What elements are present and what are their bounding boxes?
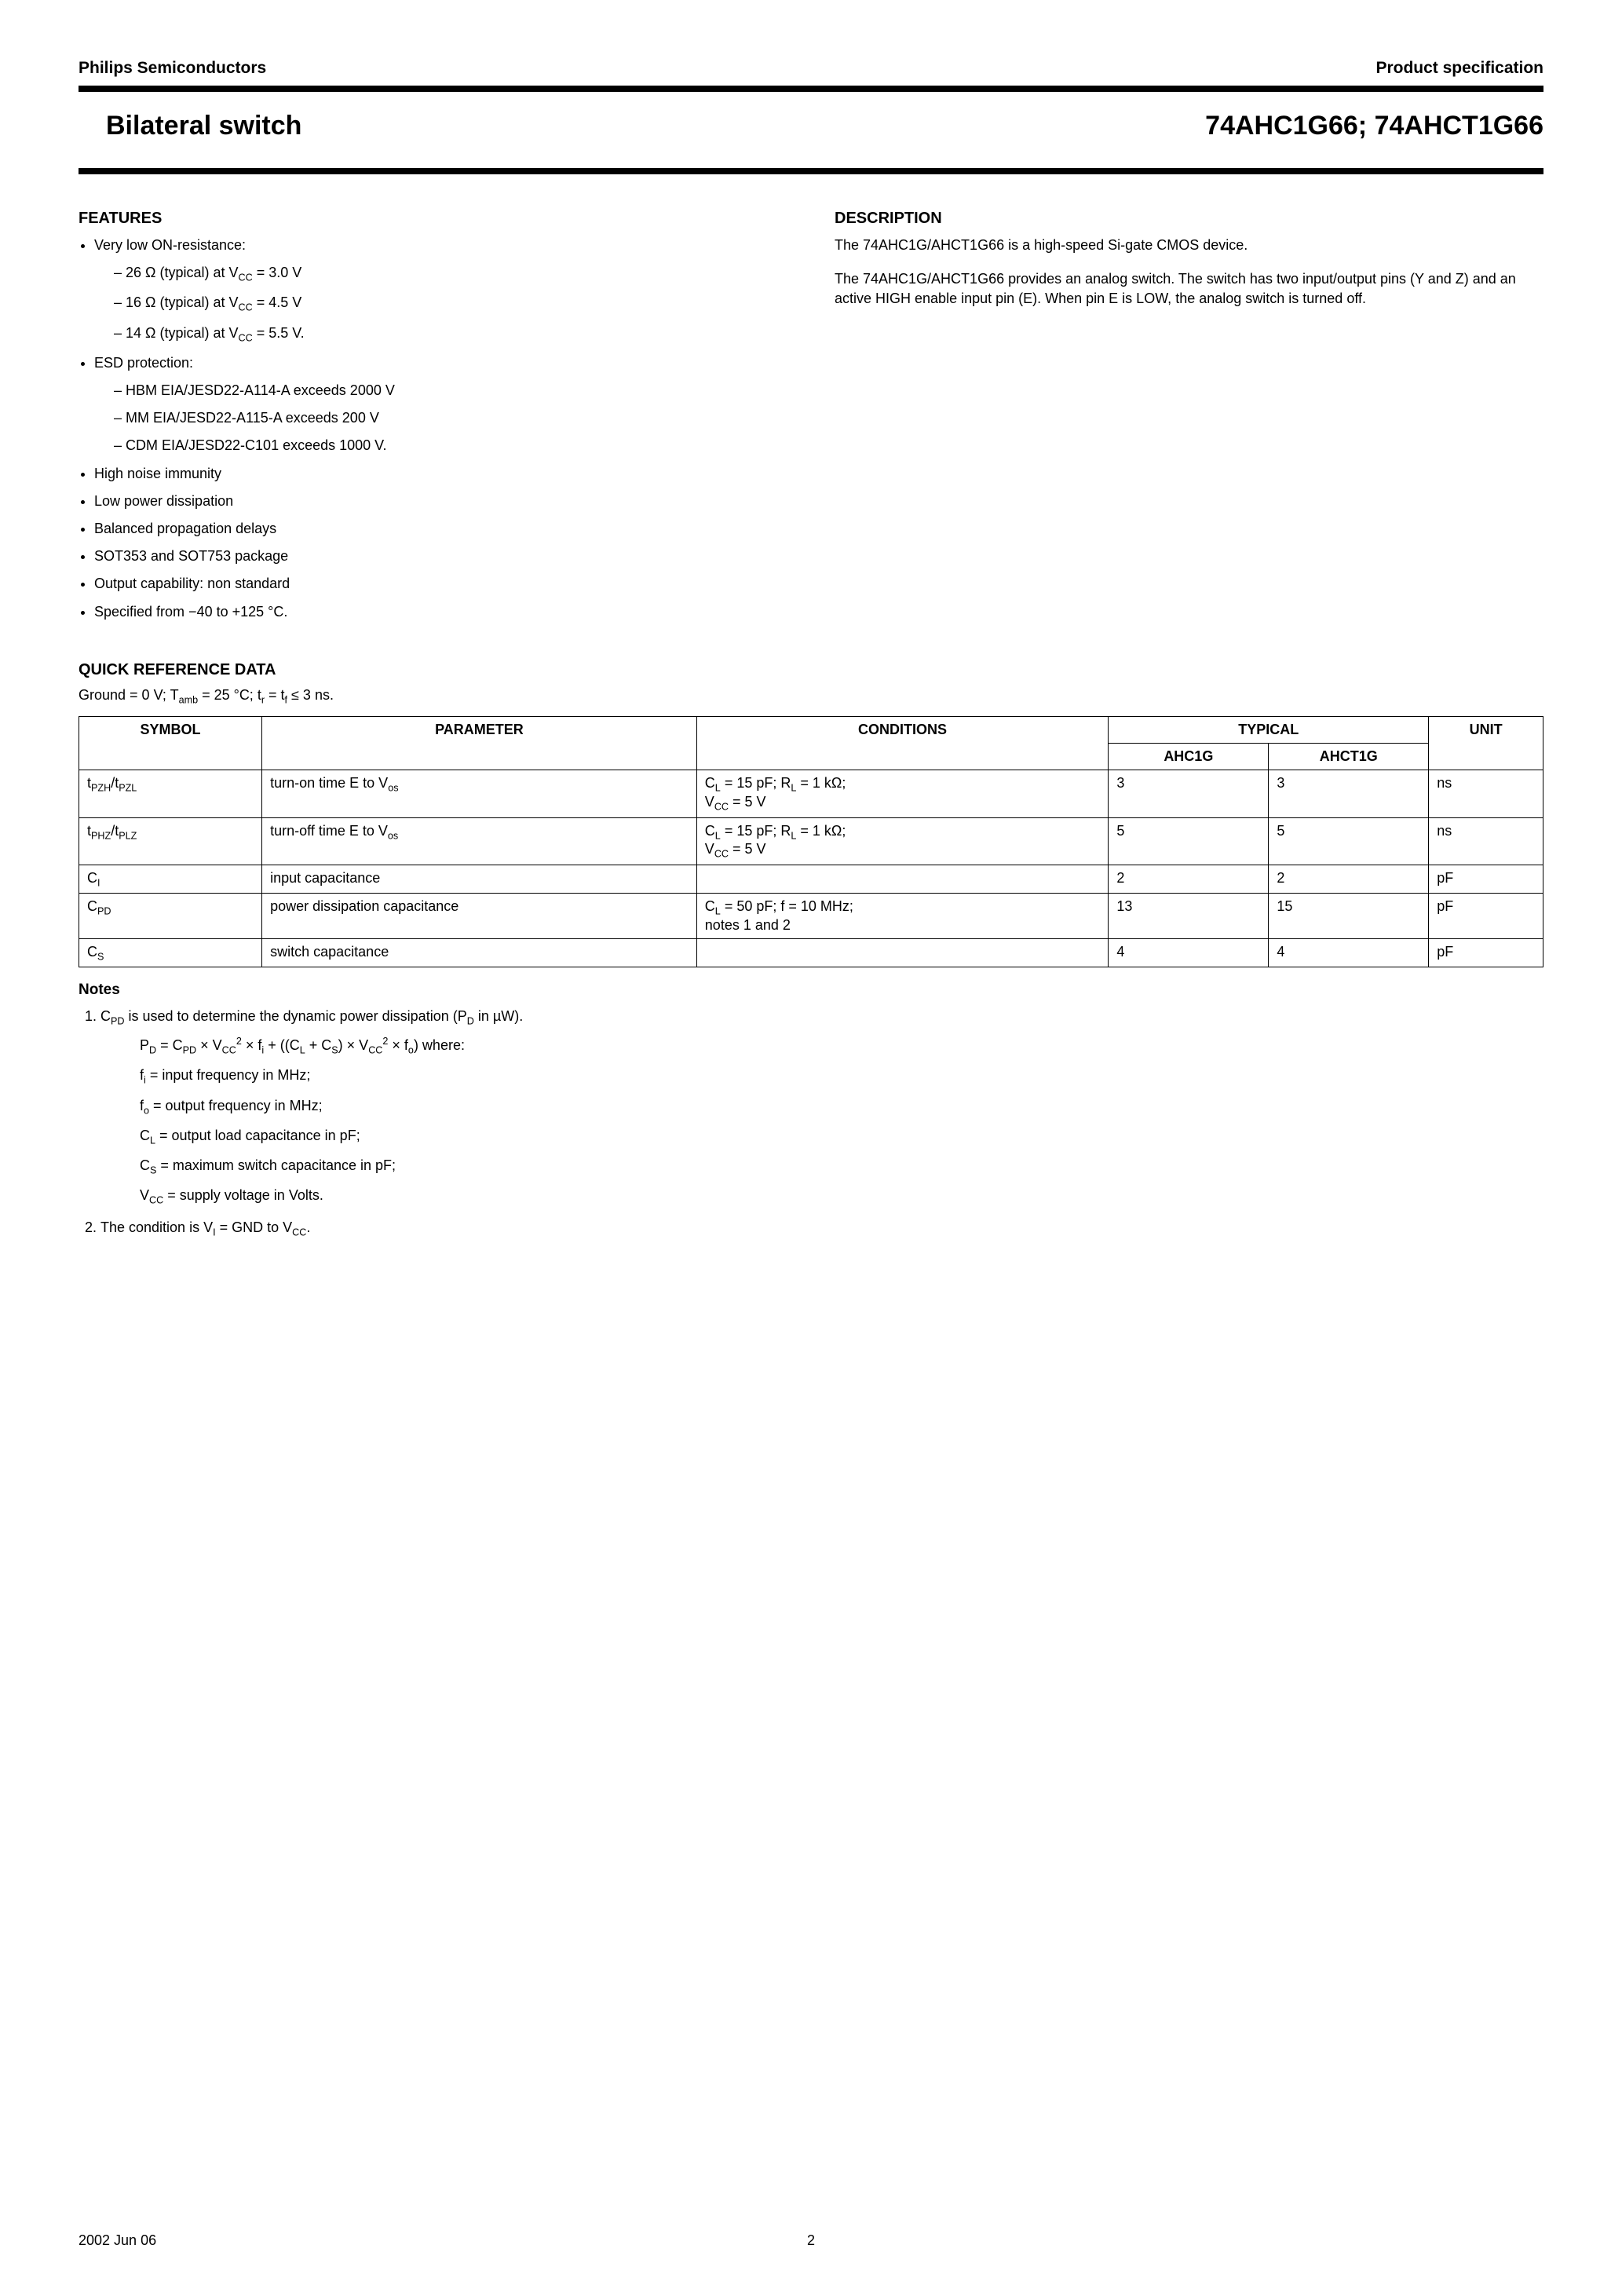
r1-ahct: 3 [1269,770,1429,817]
table-row-4: CPD power dissipation capacitance CL = 5… [79,894,1543,939]
esd-mm: MM EIA/JESD22-A115-A exceeds 200 V [114,408,787,428]
r4-cond: CL = 50 pF; f = 10 MHz;notes 1 and 2 [696,894,1109,939]
r1-unit: ns [1429,770,1543,817]
r3-ahc: 2 [1109,865,1269,894]
def-cl: CL = output load capacitance in pF; [140,1123,1543,1150]
esd-hbm: HBM EIA/JESD22-A114-A exceeds 2000 V [114,381,787,400]
notes-list: CPD is used to determine the dynamic pow… [100,1005,1543,1240]
resistance-sublist: 26 Ω (typical) at VCC = 3.0 V 16 Ω (typi… [114,263,787,345]
table-row-2: tPHZ/tPLZ turn-off time E to Vos CL = 15… [79,817,1543,865]
r1-cond: CL = 15 pF; RL = 1 kΩ;VCC = 5 V [696,770,1109,817]
table-header-1: SYMBOL PARAMETER CONDITIONS TYPICAL UNIT [79,717,1543,744]
th-ahct: AHCT1G [1269,744,1429,770]
note-1-formula: PD = CPD × VCC2 × fi + ((CL + CS) × VCC2… [140,1033,1543,1059]
def-vcc: VCC = supply voltage in Volts. [140,1183,1543,1209]
r5-ahc: 4 [1109,938,1269,967]
r4-param: power dissipation capacitance [262,894,697,939]
footer-date: 2002 Jun 06 [79,2232,567,2249]
r3-cond [696,865,1109,894]
r5-unit: pF [1429,938,1543,967]
table-row-3: CI input capacitance 2 2 pF [79,865,1543,894]
feature-resistance: Very low ON-resistance: 26 Ω (typical) a… [94,236,787,345]
r4-unit: pF [1429,894,1543,939]
features-heading: FEATURES [79,210,787,228]
notes-heading: Notes [79,982,1543,999]
title-bar: Bilateral switch 74AHC1G66; 74AHCT1G66 [79,95,1543,165]
quickref-conditions: Ground = 0 V; Tamb = 25 °C; tr = tf ≤ 3 … [79,687,1543,706]
r2-cond: CL = 15 pF; RL = 1 kΩ;VCC = 5 V [696,817,1109,865]
esd-cdm: CDM EIA/JESD22-C101 exceeds 1000 V. [114,436,787,455]
feature-esd: ESD protection: HBM EIA/JESD22-A114-A ex… [94,353,787,456]
doc-title-right: 74AHC1G66; 74AHCT1G66 [1205,111,1543,141]
footer-page-number: 2 [567,2232,1055,2249]
page-header: Philips Semiconductors Product specifica… [79,59,1543,82]
content-columns: FEATURES Very low ON-resistance: 26 Ω (t… [79,210,1543,630]
note-1-details: PD = CPD × VCC2 × fi + ((CL + CS) × VCC2… [140,1033,1543,1210]
description-column: DESCRIPTION The 74AHC1G/AHCT1G66 is a hi… [835,210,1543,630]
feature-temp: Specified from −40 to +125 °C. [94,602,787,622]
divider-title [79,168,1543,174]
quickref-table: SYMBOL PARAMETER CONDITIONS TYPICAL UNIT… [79,716,1543,967]
description-p1: The 74AHC1G/AHCT1G66 is a high-speed Si-… [835,236,1543,255]
table-row-1: tPZH/tPZL turn-on time E to Vos CL = 15 … [79,770,1543,817]
r1-symbol: tPZH/tPZL [79,770,262,817]
quick-reference-section: QUICK REFERENCE DATA Ground = 0 V; Tamb … [79,661,1543,1241]
description-heading: DESCRIPTION [835,210,1543,228]
divider-top [79,86,1543,92]
r2-symbol: tPHZ/tPLZ [79,817,262,865]
r5-cond [696,938,1109,967]
feature-esd-label: ESD protection: [94,355,193,371]
r4-ahc: 13 [1109,894,1269,939]
res-16: 16 Ω (typical) at VCC = 4.5 V [114,293,787,315]
feature-output: Output capability: non standard [94,574,787,594]
feature-balanced: Balanced propagation delays [94,519,787,539]
r2-param: turn-off time E to Vos [262,817,697,865]
r5-param: switch capacitance [262,938,697,967]
esd-sublist: HBM EIA/JESD22-A114-A exceeds 2000 V MM … [114,381,787,456]
th-symbol: SYMBOL [79,717,262,770]
r5-ahct: 4 [1269,938,1429,967]
r3-param: input capacitance [262,865,697,894]
r3-unit: pF [1429,865,1543,894]
th-parameter: PARAMETER [262,717,697,770]
footer-spacer [1055,2232,1543,2249]
features-list: Very low ON-resistance: 26 Ω (typical) a… [94,236,787,622]
r4-symbol: CPD [79,894,262,939]
doc-title-left: Bilateral switch [79,111,301,141]
note-2: The condition is VI = GND to VCC. [100,1216,1543,1241]
feature-power: Low power dissipation [94,492,787,511]
def-fi: fi = input frequency in MHz; [140,1062,1543,1089]
th-ahc: AHC1G [1109,744,1269,770]
r2-unit: ns [1429,817,1543,865]
r1-param: turn-on time E to Vos [262,770,697,817]
r1-ahc: 3 [1109,770,1269,817]
th-conditions: CONDITIONS [696,717,1109,770]
r2-ahct: 5 [1269,817,1429,865]
res-14: 14 Ω (typical) at VCC = 5.5 V. [114,324,787,345]
r4-ahct: 15 [1269,894,1429,939]
feature-res-label: Very low ON-resistance: [94,237,246,253]
header-company: Philips Semiconductors [79,59,266,78]
def-cs: CS = maximum switch capacitance in pF; [140,1153,1543,1179]
res-26: 26 Ω (typical) at VCC = 3.0 V [114,263,787,285]
table-row-5: CS switch capacitance 4 4 pF [79,938,1543,967]
th-typical: TYPICAL [1109,717,1429,744]
def-fo: fo = output frequency in MHz; [140,1093,1543,1120]
r3-symbol: CI [79,865,262,894]
r5-symbol: CS [79,938,262,967]
r2-ahc: 5 [1109,817,1269,865]
description-p2: The 74AHC1G/AHCT1G66 provides an analog … [835,269,1543,309]
header-doctype: Product specification [1375,59,1543,78]
note-1: CPD is used to determine the dynamic pow… [100,1005,1543,1209]
page-footer: 2002 Jun 06 2 [79,2232,1543,2249]
features-column: FEATURES Very low ON-resistance: 26 Ω (t… [79,210,787,630]
feature-package: SOT353 and SOT753 package [94,547,787,566]
quickref-heading: QUICK REFERENCE DATA [79,661,1543,679]
r3-ahct: 2 [1269,865,1429,894]
feature-noise: High noise immunity [94,464,787,484]
th-unit: UNIT [1429,717,1543,770]
